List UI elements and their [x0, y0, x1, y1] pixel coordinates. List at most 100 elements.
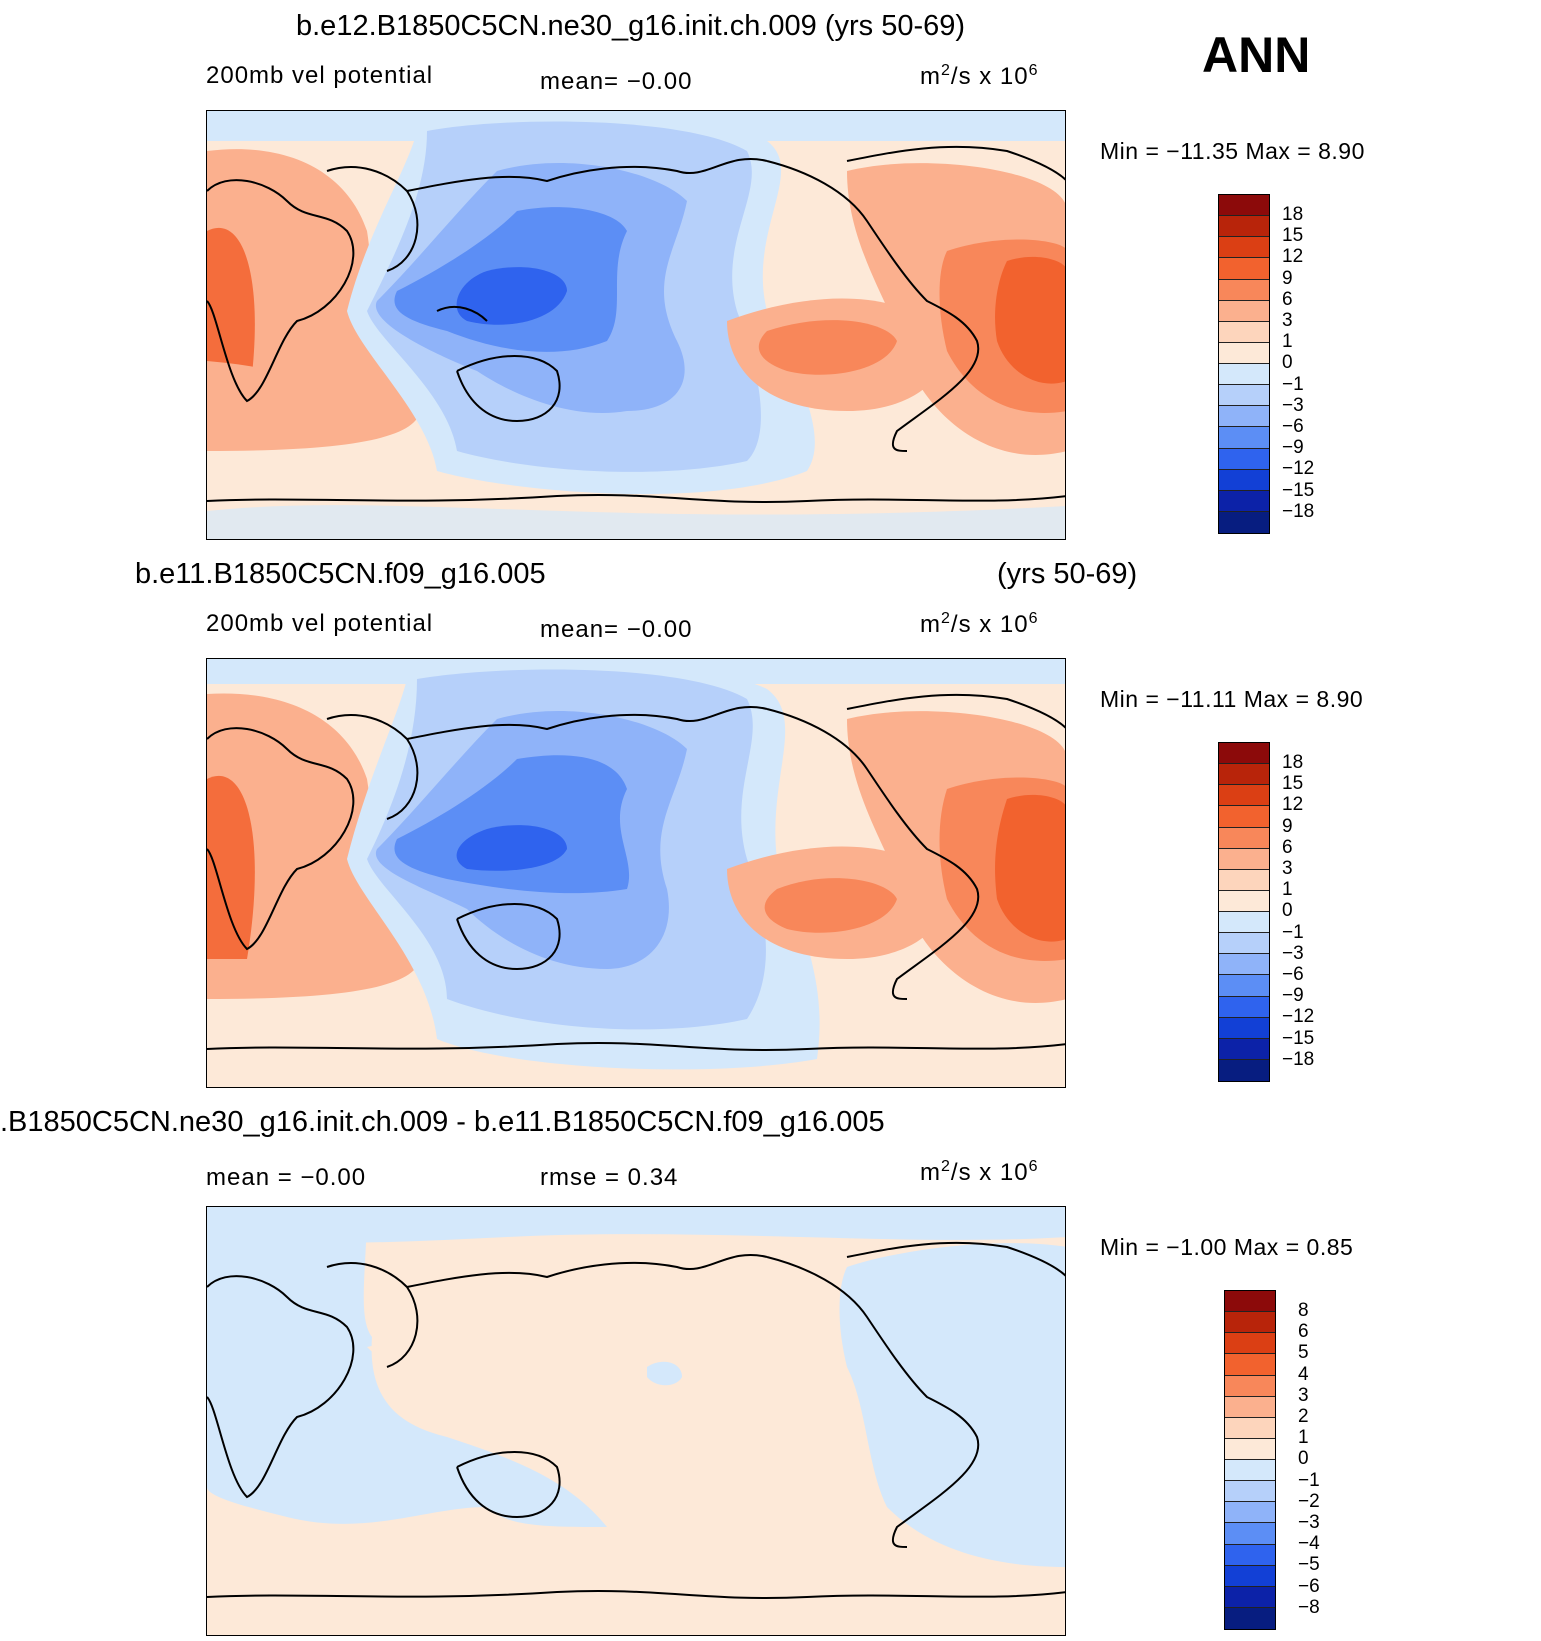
colorbar-tick-label: 18 — [1282, 752, 1304, 773]
colorbar-swatch — [1219, 975, 1269, 997]
colorbar-tick-label: 5 — [1298, 1342, 1309, 1364]
colorbar-swatch — [1225, 1481, 1275, 1503]
colorbar-swatch — [1225, 1586, 1275, 1608]
colorbar-tick-label: 15 — [1282, 225, 1304, 247]
colorbar-tick-label: −3 — [1298, 1512, 1320, 1534]
colorbar-tick-label: −4 — [1298, 1533, 1320, 1555]
colorbar-tick-label: 0 — [1298, 1448, 1309, 1470]
colorbar-tick-label: 9 — [1282, 815, 1293, 837]
colorbar-swatch — [1219, 890, 1269, 912]
panel2-mean: mean= −0.00 — [540, 616, 693, 643]
colorbar-tick-label: 9 — [1282, 267, 1293, 289]
panel1-map — [206, 110, 1066, 540]
panel2-years: (yrs 50-69) — [997, 558, 1138, 590]
colorbar-swatch — [1225, 1438, 1275, 1460]
colorbar-swatch — [1219, 406, 1269, 428]
colorbar-tick-label: −9 — [1282, 985, 1304, 1007]
colorbar-swatch — [1225, 1291, 1275, 1313]
colorbar-tick-label: 1 — [1282, 331, 1293, 353]
colorbar-swatch — [1219, 933, 1269, 955]
panel1-units: m2/s x 106 — [920, 62, 1039, 90]
colorbar-swatch — [1219, 954, 1269, 976]
colorbar-swatch — [1219, 469, 1269, 491]
colorbar-swatch — [1219, 511, 1269, 533]
colorbar-tick-label: 6 — [1298, 1321, 1309, 1343]
panel3-mean: mean = −0.00 — [206, 1164, 367, 1191]
panel3-rmse: rmse = 0.34 — [540, 1164, 679, 1191]
colorbar-swatch — [1225, 1460, 1275, 1482]
colorbar-tick-label: −3 — [1282, 394, 1304, 416]
colorbar-swatch — [1219, 785, 1269, 807]
colorbar-tick-label: −8 — [1298, 1596, 1320, 1618]
colorbar-swatch — [1219, 764, 1269, 786]
colorbar-swatch — [1225, 1607, 1275, 1629]
panel1-min-max: Min = −11.35 Max = 8.90 — [1100, 138, 1365, 164]
colorbar-swatch — [1219, 912, 1269, 934]
colorbar-tick-label: 8 — [1298, 1300, 1309, 1321]
panel2-colorbar-labels: 18 15 12 9 6 3 1 0 −1 −3 −6 −9 −12 −15 −18 — [1282, 752, 1314, 1070]
colorbar-swatch — [1219, 743, 1269, 765]
colorbar-tick-label: −1 — [1282, 921, 1304, 943]
season-label: ANN — [1202, 27, 1311, 83]
colorbar-tick-label: 3 — [1298, 1384, 1309, 1406]
colorbar-tick-label: 6 — [1282, 288, 1293, 310]
colorbar-swatch — [1219, 996, 1269, 1018]
colorbar-swatch — [1225, 1333, 1275, 1355]
panel2-title: b.e11.B1850C5CN.f09_g16.005 — [135, 558, 546, 590]
panel2-min-max: Min = −11.11 Max = 8.90 — [1100, 686, 1364, 712]
panel3-title: .B1850C5CN.ne30_g16.init.ch.009 - b.e11.… — [0, 1106, 885, 1138]
colorbar-swatch — [1219, 385, 1269, 407]
colorbar-tick-label: −5 — [1298, 1554, 1320, 1576]
panel2-variable: 200mb vel potential — [206, 610, 434, 637]
colorbar-tick-label: −15 — [1282, 479, 1315, 501]
panel1-colorbar — [1218, 194, 1270, 534]
colorbar-swatch — [1219, 869, 1269, 891]
colorbar-tick-label: −6 — [1298, 1575, 1320, 1597]
colorbar-swatch — [1219, 258, 1269, 280]
colorbar-swatch — [1219, 300, 1269, 322]
colorbar-tick-label: 1 — [1282, 879, 1293, 901]
colorbar-tick-label: −1 — [1298, 1469, 1320, 1491]
colorbar-swatch — [1225, 1523, 1275, 1545]
panel1-colorbar-labels: 18 15 12 9 6 3 1 0 −1 −3 −6 −9 −12 −15 −18 — [1282, 204, 1314, 522]
colorbar-tick-label: −1 — [1282, 373, 1304, 395]
colorbar-tick-label: −9 — [1282, 437, 1304, 459]
colorbar-swatch — [1225, 1502, 1275, 1524]
colorbar-tick-label: −6 — [1282, 416, 1304, 438]
colorbar-tick-label: −3 — [1282, 942, 1304, 964]
colorbar-tick-label: 2 — [1298, 1406, 1309, 1428]
colorbar-tick-label: 18 — [1282, 204, 1304, 225]
colorbar-swatch — [1219, 1059, 1269, 1081]
panel2-colorbar — [1218, 742, 1270, 1082]
colorbar-swatch — [1219, 448, 1269, 470]
colorbar-tick-label: 0 — [1282, 900, 1293, 922]
colorbar-swatch — [1219, 216, 1269, 238]
colorbar-tick-label: 1 — [1298, 1427, 1309, 1449]
colorbar-tick-label: −6 — [1282, 964, 1304, 986]
panel2-map — [206, 658, 1066, 1088]
colorbar-swatch — [1219, 848, 1269, 870]
colorbar-tick-label: 0 — [1282, 352, 1293, 374]
colorbar-tick-label: 3 — [1282, 310, 1293, 332]
panel3-colorbar-labels: 8 6 5 4 3 2 1 0 −1 −2 −3 −4 −5 −6 −8 — [1298, 1300, 1320, 1618]
panel3-min-max: Min = −1.00 Max = 0.85 — [1100, 1234, 1354, 1260]
colorbar-swatch — [1225, 1544, 1275, 1566]
colorbar-tick-label: −12 — [1282, 1006, 1315, 1028]
colorbar-tick-label: −12 — [1282, 458, 1315, 480]
colorbar-swatch — [1219, 195, 1269, 217]
colorbar-tick-label: 12 — [1282, 794, 1304, 816]
colorbar-swatch — [1225, 1312, 1275, 1334]
colorbar-swatch — [1225, 1417, 1275, 1439]
colorbar-tick-label: −2 — [1298, 1490, 1320, 1512]
colorbar-swatch — [1219, 279, 1269, 301]
panel1-variable: 200mb vel potential — [206, 62, 434, 89]
colorbar-tick-label: 6 — [1282, 836, 1293, 858]
colorbar-swatch — [1219, 827, 1269, 849]
panel3-map — [206, 1206, 1066, 1636]
panel2-units: m2/s x 106 — [920, 610, 1039, 638]
colorbar-tick-label: 15 — [1282, 773, 1304, 795]
panel1-mean: mean= −0.00 — [540, 68, 693, 95]
colorbar-swatch — [1219, 364, 1269, 386]
colorbar-tick-label: −18 — [1282, 1048, 1315, 1070]
colorbar-swatch — [1219, 321, 1269, 343]
